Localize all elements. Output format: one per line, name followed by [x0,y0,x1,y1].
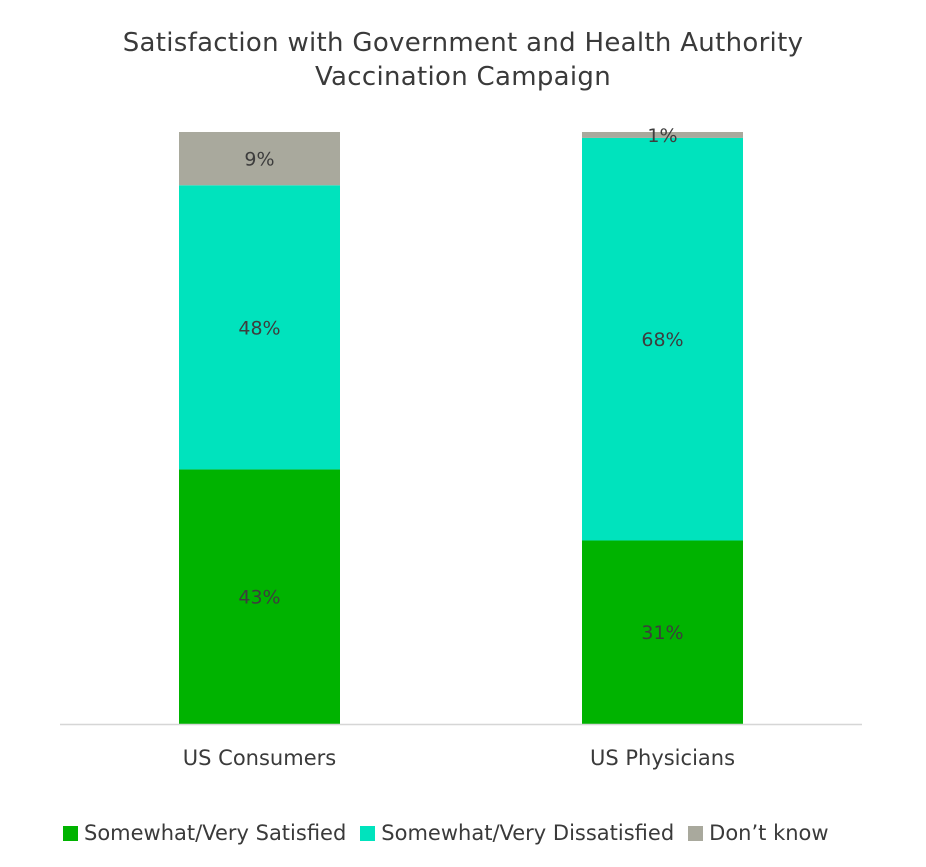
bar-segment-us-physicians-don-t-know [582,132,743,138]
data-label-us-consumers-somewhat-very-satisfied: 43% [238,587,280,609]
bar-segment-us-physicians-somewhat-very-dissatisfied [582,137,743,541]
chart-legend: Somewhat/Very Satisfied Somewhat/Very Di… [63,818,843,848]
chart-title: Satisfaction with Government and Health … [0,26,926,94]
bar-segment-us-physicians-somewhat-very-satisfied [582,540,743,724]
x-tick-label-us-consumers: US Consumers [183,746,336,770]
legend-label-dissatisfied: Somewhat/Very Dissatisfied [381,821,675,845]
legend-swatch-dont-know [688,825,704,841]
chart-title-line-1: Satisfaction with Government and Health … [122,28,804,58]
data-label-us-consumers-don-t-know: 9% [244,149,274,171]
chart-title-line-2: Vaccination Campaign [314,62,612,92]
data-label-us-physicians-somewhat-very-satisfied: 31% [641,622,683,644]
bar-segment-us-consumers-somewhat-very-satisfied [179,469,340,724]
chart-plot-area: 43% 48% 9% US Consumers 31% 68% 1% US Physician… [60,125,862,770]
legend-swatch-dissatisfied [360,825,376,841]
legend-item-dissatisfied: Somewhat/Very Dissatisfied [360,821,674,845]
legend-label-satisfied: Somewhat/Very Satisfied [84,821,347,845]
x-tick-label-us-physicians: US Physicians [590,746,735,770]
data-label-us-physicians-don-t-know: 1% [647,125,677,147]
legend-swatch-satisfied [63,825,78,841]
bar-segment-us-consumers-somewhat-very-dissatisfied [179,185,340,470]
bar-segment-us-consumers-don-t-know [179,132,340,186]
data-label-us-consumers-somewhat-very-dissatisfied: 48% [238,317,280,339]
legend-label-dont-know: Don’t know [709,821,829,845]
legend-item-satisfied: Somewhat/Very Satisfied [63,821,346,845]
legend-item-dont-know: Don’t know [688,821,829,845]
data-label-us-physicians-somewhat-very-dissatisfied: 68% [641,329,683,351]
